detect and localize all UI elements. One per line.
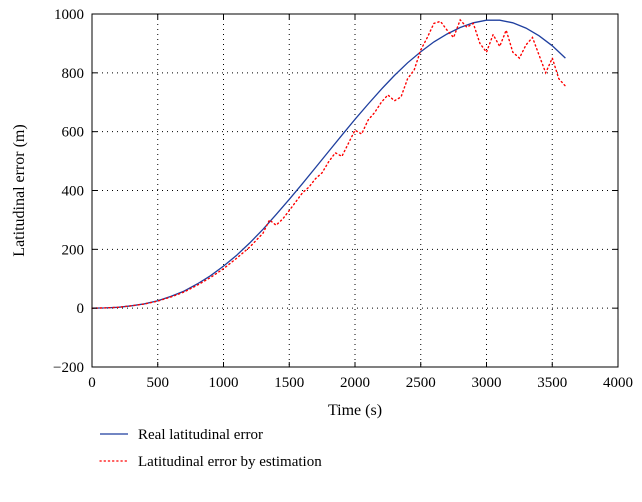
x-tick-label: 1000 — [209, 375, 239, 391]
y-tick-label: 400 — [62, 184, 85, 200]
x-tick-label: 0 — [88, 375, 96, 391]
legend-label-real: Real latitudinal error — [138, 427, 263, 443]
y-tick-label: −200 — [53, 360, 84, 376]
y-tick-label: 0 — [77, 301, 85, 317]
series-group — [91, 18, 567, 309]
x-axis-title: Time (s) — [328, 402, 382, 419]
x-tick-label: 4000 — [603, 375, 633, 391]
y-axis-title: Latitudinal error (m) — [11, 124, 28, 256]
legend: Real latitudinal error Latitudinal error… — [99, 427, 322, 470]
x-tick-label: 1500 — [274, 375, 304, 391]
y-tick-label: 800 — [62, 66, 85, 82]
x-tick-label: 500 — [147, 375, 170, 391]
y-tick-label: 1000 — [54, 7, 84, 23]
y-tick-label: 600 — [62, 125, 85, 141]
x-tick-label: 3000 — [472, 375, 502, 391]
series-line-estimation — [91, 18, 567, 309]
x-tick-label: 3500 — [537, 375, 567, 391]
axis-ticks — [91, 13, 619, 368]
x-tick-label: 2000 — [340, 375, 370, 391]
tick-labels: 0 500 1000 1500 2000 2500 3000 3500 4000−2000200… — [53, 7, 633, 391]
legend-label-estimation: Latitudinal error by estimation — [138, 454, 322, 470]
y-tick-label: 200 — [62, 242, 85, 258]
x-tick-label: 2500 — [406, 375, 436, 391]
